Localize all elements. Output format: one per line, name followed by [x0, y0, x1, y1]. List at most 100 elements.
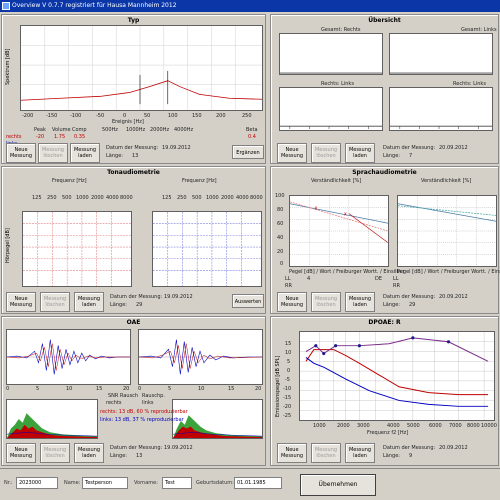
dpoae-y-tick: 10 [285, 350, 292, 356]
patient-id-label: Nr.: [4, 480, 13, 486]
ubersicht-date-value: 20.09.2012 [439, 145, 468, 151]
patient-birthdate-label: Geburtsdatum: [196, 480, 234, 486]
ubersicht-new-measurement-button[interactable]: Neue Messung [277, 143, 307, 163]
ton-evaluate-button[interactable]: Auswerten [232, 294, 264, 308]
oae-x-tick: 15 [228, 386, 235, 392]
typ-y-axis-label: Spektrum [dB] [5, 48, 11, 85]
ubersicht-date-label: Datum der Messung: [383, 145, 436, 151]
ubersicht-delete-measurement-button[interactable]: Messung löschen [311, 143, 341, 163]
sprach-y-tick: 40 [277, 235, 284, 241]
typ-cell: 1.75 [54, 134, 66, 140]
typ-x-axis-label: Ereignis [Hz] [112, 119, 144, 125]
ton-delete-measurement-button[interactable]: Messung löschen [40, 292, 70, 312]
typ-new-measurement-button[interactable]: Neue Messung [6, 143, 36, 163]
dpoae-title: DPOAE: R [368, 319, 401, 326]
ubersicht-title: Übersicht [368, 17, 401, 24]
oae-delete-measurement-button[interactable]: Messung löschen [40, 443, 70, 463]
ton-x-tick: 125 [162, 195, 172, 201]
oae-x-tick: 10 [198, 386, 205, 392]
sprach-ll-value: 4 [307, 276, 311, 282]
typ-x-tick: 250 [242, 113, 252, 119]
dpoae-y-tick: 0 [287, 368, 291, 374]
typ-extra-button[interactable]: Ergänzen [232, 145, 264, 159]
sprach-date-label: Datum der Messung: [383, 294, 436, 300]
oae-load-measurement-button[interactable]: Messung laden [74, 443, 104, 463]
dpoae-delete-measurement-button[interactable]: Messung löschen [311, 443, 341, 463]
dpoae-x-tick: 7000 [449, 423, 462, 429]
sprach-plot-right-title: Verständlichkeit [%] [421, 178, 472, 184]
oae-date-label: Datum der Messung: [110, 445, 163, 451]
ton-load-measurement-button[interactable]: Messung laden [74, 292, 104, 312]
oae-date-value: 19.09.2012 [164, 445, 193, 451]
tonaudiometrie-panel: Tonaudiometrie Hörpegel [dB] Frequenz [H… [1, 166, 266, 314]
typ-load-measurement-button[interactable]: Messung laden [70, 143, 100, 163]
sprach-right-rr-label: RR [393, 283, 400, 289]
svg-text:x: x [315, 206, 318, 212]
dpoae-load-measurement-button[interactable]: Messung laden [345, 443, 375, 463]
dpoae-x-tick: 8000 [467, 423, 480, 429]
oae-x-tick: 15 [96, 386, 103, 392]
sprach-y-tick: 60 [277, 221, 284, 227]
dpoae-y-tick: 15 [285, 341, 292, 347]
ubersicht-subplot-2 [389, 33, 493, 75]
ton-new-measurement-button[interactable]: Neue Messung [6, 292, 36, 312]
dpoae-y-ticks: 15 10 5 0 -5 -10 -15 -20 -25 [281, 341, 297, 421]
dpoae-y-tick: -20 [283, 404, 292, 410]
ubersicht-count-label: Länge: [383, 153, 400, 159]
apply-button[interactable]: Übernehmen [300, 474, 376, 496]
patient-firstname-field: Test [162, 477, 192, 489]
oae-new-measurement-button[interactable]: Neue Messung [6, 443, 36, 463]
dpoae-plot [299, 331, 495, 421]
typ-x-tick: 200 [216, 113, 226, 119]
oae-spectrum-right [6, 399, 98, 439]
tonaudiometrie-plot-right-title: Frequenz [Hz] [182, 178, 217, 184]
dpoae-panel: DPOAE: R Emissionspegel [dB SPL] 15 10 5… [270, 316, 499, 466]
patient-name-field: Testperson [82, 477, 128, 489]
ubersicht-subplot-1 [279, 33, 383, 75]
dpoae-new-measurement-button[interactable]: Neue Messung [277, 443, 307, 463]
typ-count-value: 13 [132, 153, 139, 159]
sprach-new-measurement-button[interactable]: Neue Messung [277, 292, 307, 312]
oae-x-ticks-right: 0 5 10 15 20 [138, 386, 263, 392]
tonaudiometrie-title: Tonaudiometrie [107, 169, 160, 176]
app-icon [2, 2, 10, 10]
oae-title: OAE [126, 319, 141, 326]
sprachaudiometrie-title: Sprachaudiometrie [352, 169, 417, 176]
typ-cell: 0.35 [74, 134, 86, 140]
typ-x-tick: -150 [46, 113, 58, 119]
tonaudiometrie-plot-right-ear [22, 211, 132, 287]
oae-x-tick: 5 [168, 386, 172, 392]
patient-firstname-label: Vorname: [134, 480, 158, 486]
oae-x-tick: 0 [138, 386, 142, 392]
ton-x-tick: 125 [32, 195, 42, 201]
oae-snr-label: SNR Rausch [108, 393, 139, 399]
ton-x-tick: 1000 [206, 195, 219, 201]
window-title: Overview V 0.7.7 registriert für Hausa M… [12, 2, 177, 9]
ubersicht-subplot-1-title: Gesamt: Rechts [321, 27, 361, 33]
sprach-ll-label: LL [285, 276, 291, 282]
dpoae-x-tick: 1000 [313, 423, 326, 429]
sprach-d-label: DE [375, 276, 383, 282]
sprach-x-caption-right: Pegel [dB] / Wort / Freiburger Wortt. / … [397, 269, 500, 275]
dpoae-x-tick: 10000 [481, 423, 497, 429]
typ-col-header: 4000Hz [174, 127, 194, 133]
ton-x-tick: 250 [177, 195, 187, 201]
typ-cell: 0.4 [248, 134, 256, 140]
ubersicht-load-measurement-button[interactable]: Messung laden [345, 143, 375, 163]
tonaudiometrie-plot-left-ear [152, 211, 262, 287]
sprach-delete-measurement-button[interactable]: Messung löschen [311, 292, 341, 312]
typ-delete-measurement-button[interactable]: Messung löschen [38, 143, 68, 163]
sprach-plot-left-title: Verständlichkeit [%] [311, 178, 362, 184]
sprach-load-measurement-button[interactable]: Messung laden [345, 292, 375, 312]
typ-plot [20, 25, 263, 111]
dpoae-y-tick: -10 [283, 386, 292, 392]
oae-x-ticks-left: 0 5 10 15 20 [6, 386, 131, 392]
oae-x-tick: 0 [6, 386, 10, 392]
sprach-y-tick: 80 [277, 207, 284, 213]
dpoae-count-label: Länge: [383, 453, 400, 459]
ubersicht-subplot-3-title: Rechts: Links [321, 81, 354, 87]
dpoae-x-tick: 4000 [387, 423, 400, 429]
sprach-x-caption-left: Pegel [dB] / Wort / Freiburger Wortt. / … [289, 269, 405, 275]
typ-date-value: 19.09.2012 [162, 145, 191, 151]
typ-col-header: Comp [72, 127, 87, 133]
